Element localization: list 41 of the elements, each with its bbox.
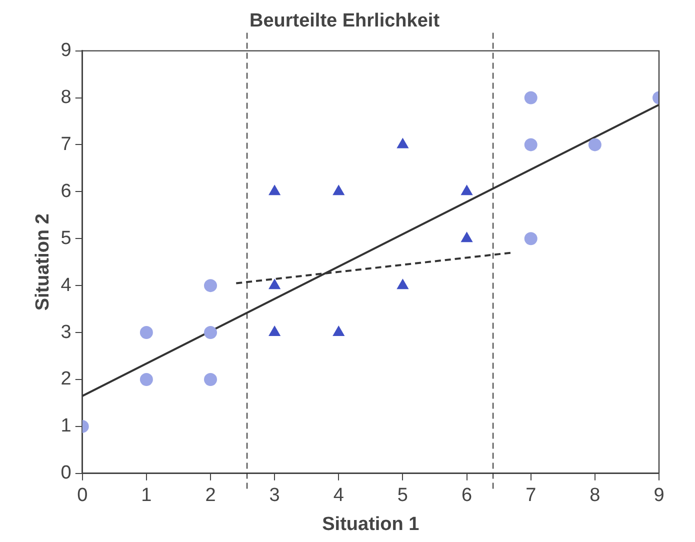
x-tick-label: 4 (333, 485, 344, 506)
chart-title: Beurteilte Ehrlichkeit (249, 10, 440, 32)
point (204, 326, 218, 340)
point (332, 326, 344, 336)
point (524, 138, 538, 152)
y-tick-label: 4 (60, 274, 72, 296)
point (461, 232, 472, 242)
y-tick-label: 2 (60, 368, 72, 390)
y-tick-label: 0 (60, 462, 72, 484)
x-tick-label: 2 (205, 485, 216, 506)
y-tick-label: 8 (60, 86, 72, 108)
y-tick-label: 6 (60, 180, 72, 202)
point (332, 185, 344, 196)
x-tick-label: 6 (462, 485, 472, 506)
point (268, 185, 280, 196)
y-tick-label: 5 (60, 228, 72, 249)
point (588, 138, 602, 152)
x-tick-label: 9 (654, 485, 664, 506)
point (140, 326, 153, 340)
x-tick-label: 0 (77, 485, 88, 506)
x-tick-label: 1 (141, 485, 152, 506)
point (204, 372, 218, 386)
point (268, 326, 280, 336)
x-axis-title: Situation 1 (322, 514, 420, 535)
point (268, 279, 280, 290)
x-tick-label: 8 (590, 485, 600, 506)
y-tick-label: 9 (60, 40, 72, 62)
point (461, 185, 472, 196)
y-tick-label: 1 (60, 416, 72, 437)
point (524, 91, 538, 104)
y-tick-label: 7 (60, 134, 72, 155)
point (397, 279, 408, 290)
point (204, 279, 218, 292)
x-tick-label: 7 (526, 485, 536, 506)
y-axis-title: Situation 2 (32, 214, 54, 311)
point (140, 372, 153, 386)
point (397, 138, 408, 148)
point (524, 232, 538, 246)
y-tick-label: 3 (60, 322, 72, 343)
x-tick-label: 3 (269, 485, 280, 506)
x-tick-label: 5 (397, 485, 408, 506)
